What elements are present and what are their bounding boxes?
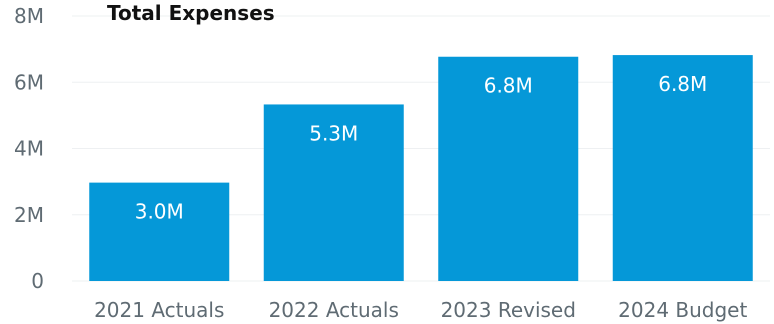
x-tick-label: 2022 Actuals — [269, 298, 399, 322]
bar — [89, 182, 230, 281]
x-tick-label: 2021 Actuals — [94, 298, 224, 322]
x-axis-ticks: 2021 Actuals 2022 Actuals 2023 Revised 2024… — [94, 298, 747, 322]
y-tick-label: 6M — [14, 70, 44, 94]
bar — [263, 104, 404, 281]
y-tick-label: 8M — [14, 4, 44, 28]
bars: 3.0M 5.3M 6.8M 6.8M — [89, 55, 753, 282]
y-axis-ticks: 0 2M 4M 6M 8M — [14, 4, 44, 293]
y-tick-label: 2M — [14, 203, 44, 227]
bar — [612, 55, 753, 282]
x-tick-label: 2024 Budget — [618, 298, 747, 322]
bar-data-label: 6.8M — [484, 74, 533, 98]
y-tick-label: 0 — [31, 269, 44, 293]
bar-data-label: 3.0M — [135, 200, 184, 224]
x-tick-label: 2023 Revised — [441, 298, 576, 322]
bar-data-label: 5.3M — [309, 121, 358, 145]
bar-data-label: 6.8M — [658, 72, 707, 96]
bar — [438, 56, 579, 282]
y-tick-label: 4M — [14, 137, 44, 161]
chart-title: Total Expenses — [107, 1, 275, 25]
